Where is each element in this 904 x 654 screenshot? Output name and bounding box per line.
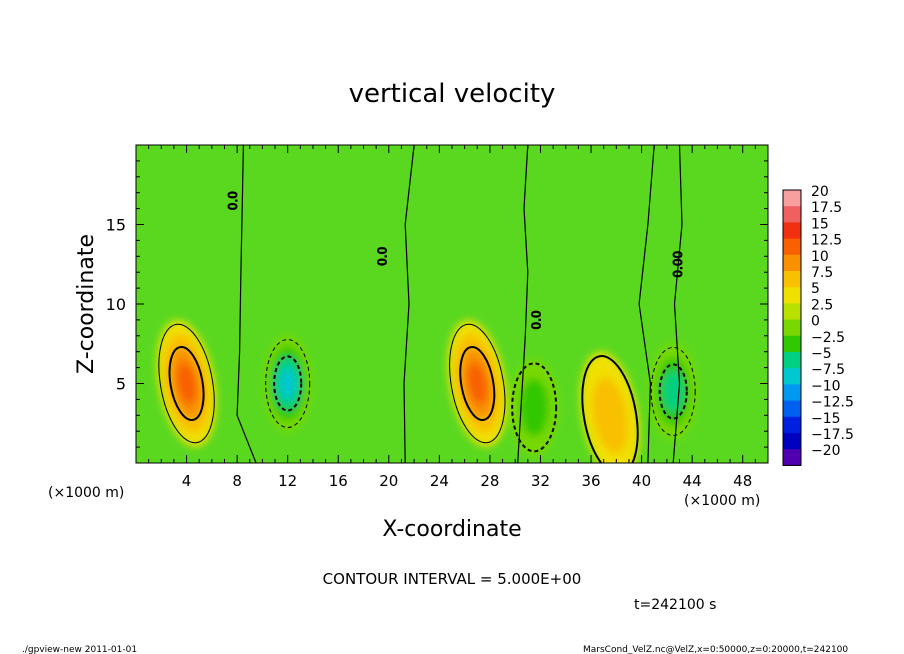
colorbar-swatch: [783, 271, 801, 288]
x-axis-label: X-coordinate: [382, 517, 521, 542]
x-tick-label: 24: [430, 472, 449, 490]
x-axis-scale-left: (×1000 m): [48, 485, 124, 501]
velocity-field: 0.0 0.0 0.0 0.00: [136, 145, 768, 463]
x-tick-label: 20: [379, 472, 398, 490]
x-tick-label: 8: [232, 472, 242, 490]
colorbar-label: −12.5: [811, 395, 854, 411]
colorbar-label: −5: [811, 346, 832, 362]
colorbar-swatch: [783, 449, 801, 466]
zero-contour: [236, 145, 257, 463]
colorbar: 2017.51512.5107.552.50−2.5−5−7.5−10−12.5…: [782, 184, 854, 466]
colorbar-label: 7.5: [811, 265, 833, 281]
downdraft-shade: [519, 378, 549, 437]
colorbar-label: −15: [811, 411, 841, 427]
footer-left: ./gpview-new 2011-01-01: [22, 645, 137, 654]
colorbar-swatch: [783, 433, 801, 450]
downdraft-contour: [265, 339, 311, 428]
zero-contour: [403, 145, 415, 463]
downdraft-contour: [511, 362, 558, 453]
colorbar-swatch: [783, 416, 801, 434]
colorbar-label: 10: [811, 249, 829, 265]
contour-label: 0.0: [375, 247, 389, 266]
updraft-shade: [467, 362, 488, 405]
colorbar-swatch: [783, 335, 801, 353]
colorbar-swatch: [783, 190, 801, 207]
y-tick-label: 5: [116, 375, 126, 394]
zero-contour: [638, 145, 655, 463]
x-tick-label: 28: [480, 472, 499, 490]
colorbar-label: −20: [811, 443, 841, 459]
colorbar-label: 5: [811, 281, 820, 297]
colorbar-swatch: [783, 368, 801, 385]
x-tick-label: 44: [683, 472, 702, 490]
x-tick-label: 12: [278, 472, 297, 490]
updraft-contour: [168, 346, 205, 421]
footer-right: MarsCond_VelZ.nc@VelZ,x=0:50000,z=0:2000…: [583, 645, 848, 654]
updraft-shade: [592, 377, 628, 454]
colorbar-label: −2.5: [811, 330, 845, 346]
colorbar-label: 0: [811, 314, 820, 330]
colorbar-label: 2.5: [811, 297, 833, 313]
x-tick-label: 4: [182, 472, 192, 490]
updraft-shade: [176, 362, 197, 405]
contour-interval-text: CONTOUR INTERVAL = 5.000E+00: [323, 570, 582, 588]
zero-contour: [672, 145, 683, 463]
colorbar-label: 12.5: [811, 233, 842, 249]
y-tick-label: 10: [106, 295, 126, 314]
colorbar-swatch: [783, 238, 801, 256]
y-tick-label: 15: [106, 216, 126, 235]
time-stamp: t=242100 s: [634, 597, 716, 613]
colorbar-swatch: [783, 319, 801, 337]
y-axis-label: Z-coordinate: [74, 234, 99, 374]
updraft-contour: [581, 355, 639, 463]
downdraft-contour: [650, 346, 696, 436]
contour-label: 0.0: [529, 310, 543, 329]
contour-label: 0.00: [671, 251, 685, 278]
contour-label: 0.0: [226, 191, 240, 210]
updraft-contour: [449, 323, 506, 444]
colorbar-swatch: [783, 384, 801, 402]
zero-contour: [517, 145, 529, 463]
colorbar-label: 17.5: [811, 200, 842, 216]
colorbar-label: −17.5: [811, 427, 854, 443]
x-tick-label: 40: [632, 472, 651, 490]
updraft-contour: [459, 346, 496, 421]
downdraft-contour: [273, 355, 303, 412]
x-tick-label: 48: [733, 472, 752, 490]
colorbar-swatch: [783, 206, 801, 223]
updraft-contour: [158, 323, 215, 444]
colorbar-swatch: [783, 400, 801, 418]
colorbar-label: 15: [811, 216, 829, 232]
colorbar-label: −7.5: [811, 362, 845, 378]
colorbar-frame: [782, 189, 802, 466]
colorbar-label: 20: [811, 184, 829, 200]
x-axis-scale-right: (×1000 m): [684, 493, 760, 509]
x-tick-label: 16: [329, 472, 348, 490]
downdraft-shade: [279, 367, 296, 400]
downdraft-shade: [662, 370, 684, 413]
x-axis: 4 8 12 16 20 24 28 32 36 40 44 48: [148, 145, 756, 490]
colorbar-swatch: [783, 222, 801, 240]
y-axis: 5 10 15: [106, 160, 768, 448]
colorbar-label: −10: [811, 378, 841, 394]
colorbar-swatch: [783, 352, 801, 369]
colorbar-swatch: [783, 303, 801, 321]
chart-title: vertical velocity: [349, 79, 556, 109]
downdraft-contour: [658, 363, 688, 420]
colorbar-swatch: [783, 254, 801, 272]
x-tick-label: 36: [581, 472, 600, 490]
x-tick-label: 32: [531, 472, 550, 490]
colorbar-swatch: [783, 287, 801, 304]
